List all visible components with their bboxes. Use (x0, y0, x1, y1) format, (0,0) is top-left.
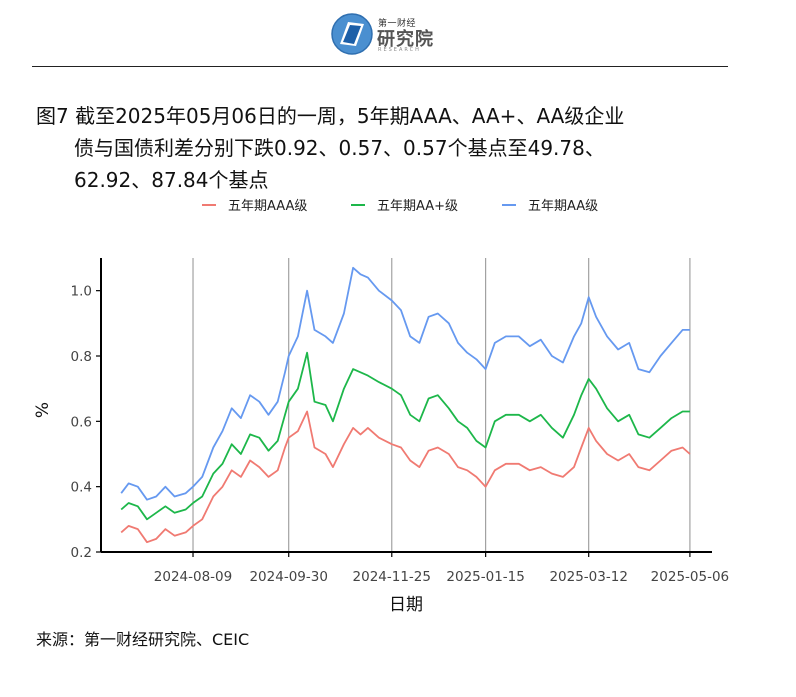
logo: 第一财经 研究院 RESEARCH (330, 10, 440, 58)
caption-line-2: 债与国债利差分别下跌0.92、0.57、0.57个基点至49.78、 (74, 136, 605, 160)
legend-label-aaplus: 五年期AA+级 (377, 199, 458, 214)
legend-label-aa: 五年期AA级 (528, 199, 598, 214)
x-tick-label-4: 2025-03-12 (549, 569, 627, 585)
x-tick-label-5: 2025-05-06 (651, 569, 729, 585)
legend: 五年期AAA级 五年期AA+级 五年期AA级 (202, 199, 598, 214)
y-tick-label-4: 1.0 (71, 284, 92, 300)
x-axis-ticks: 2024-08-09 2024-09-30 2024-11-25 2025-01-15… (154, 552, 729, 585)
series-line-aa (120, 266, 690, 501)
research-institute-logo-icon (331, 13, 373, 55)
source-note: 来源：第一财经研究院、CEIC (36, 630, 250, 649)
y-tick-label-2: 0.6 (71, 414, 92, 430)
y-tick-label-1: 0.4 (71, 480, 92, 496)
x-tick-label-0: 2024-08-09 (154, 569, 232, 585)
caption-line-1: 图7 截至2025年05月06日的一周，5年期AAA、AA+、AA级企业 (36, 104, 625, 128)
legend-label-aaa: 五年期AAA级 (228, 199, 307, 214)
x-tick-label-2: 2024-11-25 (353, 569, 431, 585)
series-lines (120, 266, 691, 544)
series-line-aaplus (120, 351, 690, 521)
logo-text-sub: RESEARCH (378, 47, 421, 53)
header-divider (32, 66, 728, 67)
series-line-aaa (120, 410, 691, 544)
y-axis-title: % (33, 402, 53, 418)
y-axis-ticks: 0.2 0.4 0.6 0.8 1.0 (71, 284, 101, 561)
axes (100, 258, 712, 553)
y-tick-label-3: 0.8 (71, 349, 92, 365)
logo-text-big: 研究院 (377, 29, 434, 50)
x-axis-title: 日期 (389, 595, 423, 615)
logo-text-small: 第一财经 (378, 19, 417, 29)
caption-line-3: 62.92、87.84个基点 (74, 168, 269, 192)
figure-caption: 图7 截至2025年05月06日的一周，5年期AAA、AA+、AA级企业 债与国… (36, 100, 736, 196)
y-tick-label-0: 0.2 (71, 545, 92, 561)
x-tick-label-3: 2025-01-15 (446, 569, 524, 585)
vertical-gridlines (192, 258, 691, 552)
x-tick-label-1: 2024-09-30 (249, 569, 327, 585)
